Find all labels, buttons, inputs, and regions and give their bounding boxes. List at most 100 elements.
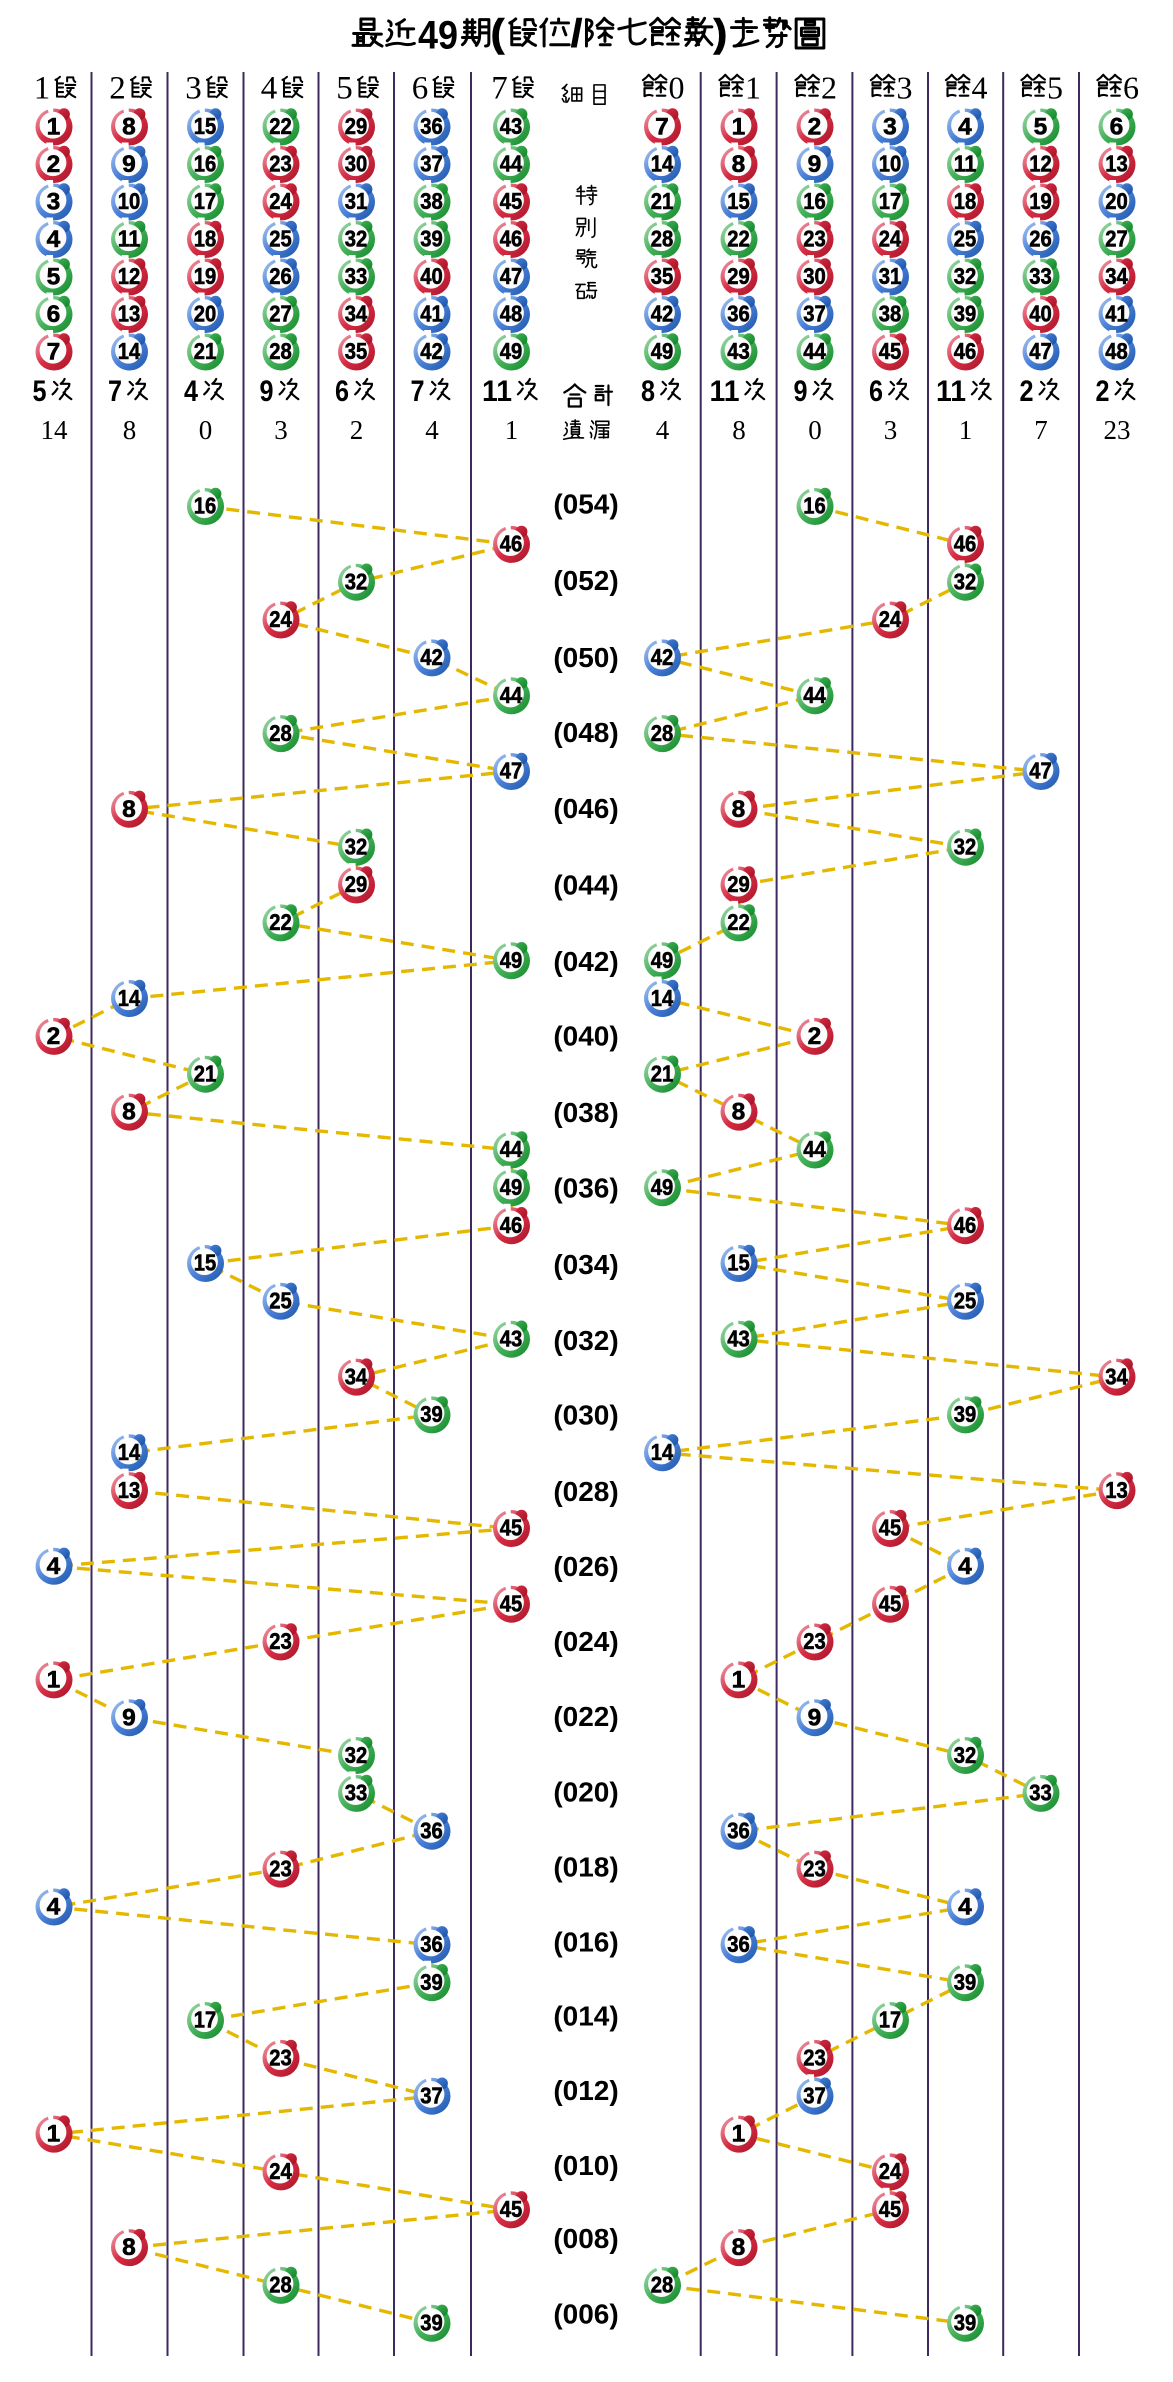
svg-text:24: 24 (269, 606, 292, 632)
svg-text:(022): (022) (553, 1701, 618, 1732)
svg-text:5: 5 (1034, 114, 1048, 141)
svg-text:1: 1 (732, 1667, 746, 1694)
svg-text:(024): (024) (553, 1626, 618, 1657)
svg-text:32: 32 (345, 833, 368, 859)
svg-text:44: 44 (500, 151, 523, 177)
svg-text:11: 11 (954, 151, 977, 177)
svg-text:0: 0 (199, 415, 213, 445)
svg-text:6: 6 (47, 301, 61, 328)
svg-text:46: 46 (500, 531, 523, 557)
svg-text:19: 19 (194, 263, 217, 289)
svg-text:5: 5 (336, 70, 353, 106)
svg-text:49: 49 (651, 947, 674, 973)
svg-text:(020): (020) (553, 1776, 618, 1807)
svg-text:46: 46 (500, 226, 523, 252)
svg-text:2: 2 (350, 415, 364, 445)
svg-text:2: 2 (109, 70, 126, 106)
svg-text:46: 46 (954, 531, 977, 557)
svg-text:23: 23 (803, 2045, 826, 2071)
svg-text:49: 49 (500, 947, 523, 973)
svg-text:30: 30 (345, 151, 368, 177)
svg-text:36: 36 (727, 1931, 750, 1957)
svg-text:49: 49 (500, 1174, 523, 1200)
svg-text:(006): (006) (553, 2298, 618, 2329)
svg-text:4: 4 (425, 415, 439, 445)
svg-text:23: 23 (269, 2045, 292, 2071)
svg-text:41: 41 (1105, 301, 1128, 327)
svg-text:27: 27 (269, 301, 292, 327)
svg-text:14: 14 (118, 1439, 141, 1465)
svg-text:15: 15 (194, 113, 217, 139)
svg-text:4: 4 (47, 1553, 61, 1580)
svg-text:(038): (038) (553, 1097, 618, 1128)
svg-text:(050): (050) (553, 642, 618, 673)
svg-text:13: 13 (118, 301, 141, 327)
svg-text:28: 28 (269, 338, 292, 364)
svg-text:37: 37 (803, 2082, 826, 2108)
svg-text:45: 45 (500, 1515, 523, 1541)
svg-text:8: 8 (122, 2234, 136, 2261)
svg-text:0: 0 (669, 69, 685, 105)
svg-text:(008): (008) (553, 2223, 618, 2254)
svg-text:2: 2 (1096, 375, 1110, 408)
svg-text:8: 8 (123, 415, 137, 445)
svg-text:39: 39 (420, 2310, 443, 2336)
svg-text:4: 4 (972, 69, 988, 105)
svg-text:31: 31 (345, 188, 368, 214)
svg-text:4: 4 (656, 415, 670, 445)
svg-text:8: 8 (122, 114, 136, 141)
svg-text:8: 8 (732, 415, 746, 445)
svg-text:49: 49 (418, 14, 458, 58)
svg-text:32: 32 (345, 226, 368, 252)
svg-text:28: 28 (269, 2272, 292, 2298)
svg-text:33: 33 (345, 1780, 368, 1806)
svg-text:(046): (046) (553, 793, 618, 824)
svg-text:11: 11 (118, 226, 141, 252)
svg-text:2: 2 (821, 69, 837, 105)
svg-text:39: 39 (954, 2310, 977, 2336)
svg-text:39: 39 (954, 1969, 977, 1995)
svg-text:29: 29 (727, 263, 750, 289)
svg-text:28: 28 (269, 720, 292, 746)
svg-text:4: 4 (47, 226, 61, 253)
svg-text:7: 7 (47, 339, 61, 366)
svg-text:36: 36 (727, 301, 750, 327)
svg-text:24: 24 (879, 606, 902, 632)
svg-text:13: 13 (1105, 1477, 1128, 1503)
svg-text:39: 39 (954, 301, 977, 327)
svg-text:4: 4 (184, 375, 198, 408)
svg-text:39: 39 (420, 226, 443, 252)
svg-text:24: 24 (269, 2158, 292, 2184)
svg-text:20: 20 (1105, 188, 1128, 214)
svg-text:22: 22 (727, 909, 750, 935)
svg-text:17: 17 (879, 2007, 902, 2033)
svg-text:6: 6 (1123, 69, 1139, 105)
svg-text:39: 39 (420, 1401, 443, 1427)
svg-text:23: 23 (803, 1855, 826, 1881)
svg-text:4: 4 (261, 70, 278, 106)
svg-text:11: 11 (710, 375, 740, 408)
svg-text:38: 38 (879, 301, 902, 327)
svg-text:44: 44 (803, 682, 826, 708)
svg-text:14: 14 (41, 415, 69, 445)
svg-text:8: 8 (641, 375, 655, 408)
svg-text:3: 3 (185, 70, 202, 106)
svg-text:14: 14 (118, 338, 141, 364)
svg-text:(036): (036) (553, 1173, 618, 1204)
svg-text:1: 1 (505, 415, 519, 445)
svg-text:49: 49 (651, 338, 674, 364)
svg-text:1: 1 (47, 2121, 61, 2148)
svg-text:32: 32 (954, 263, 977, 289)
svg-text:45: 45 (500, 1590, 523, 1616)
svg-text:23: 23 (269, 1855, 292, 1881)
svg-text:1: 1 (47, 114, 61, 141)
svg-text:16: 16 (803, 188, 826, 214)
svg-text:(018): (018) (553, 1851, 618, 1882)
svg-text:37: 37 (420, 2082, 443, 2108)
svg-text:0: 0 (808, 415, 822, 445)
svg-text:8: 8 (732, 151, 746, 178)
svg-text:42: 42 (420, 338, 443, 364)
svg-text:9: 9 (260, 375, 274, 408)
svg-text:22: 22 (269, 113, 292, 139)
svg-text:4: 4 (47, 1894, 61, 1921)
